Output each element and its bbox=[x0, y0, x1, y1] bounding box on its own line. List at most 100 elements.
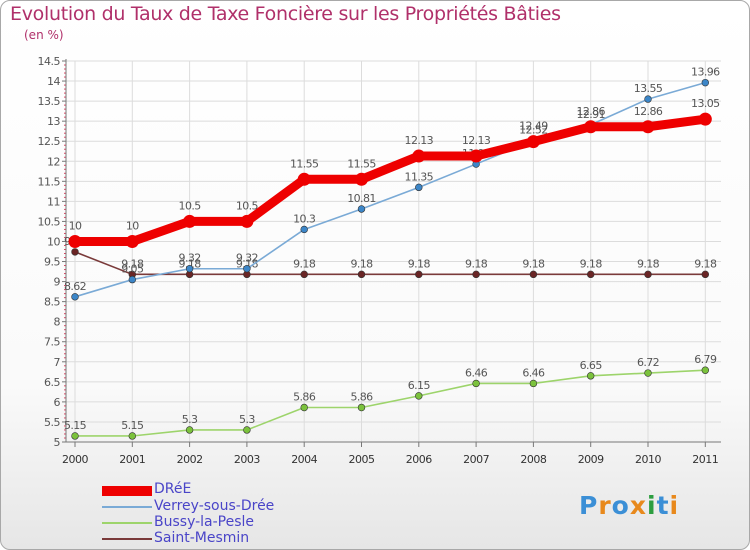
data-label: 9.18 bbox=[121, 257, 144, 270]
data-point bbox=[355, 172, 368, 186]
data-point bbox=[68, 234, 82, 248]
data-point bbox=[701, 78, 709, 87]
y-tick-label: 5 bbox=[54, 436, 61, 449]
data-point bbox=[128, 432, 137, 440]
chart-title: Evolution du Taux de Taxe Foncière sur l… bbox=[10, 3, 561, 25]
y-tick-label: 6 bbox=[54, 396, 61, 409]
data-label: 10 bbox=[126, 219, 139, 232]
data-point bbox=[586, 372, 595, 380]
data-label: 6.46 bbox=[465, 366, 488, 379]
data-label: 12.52 bbox=[519, 123, 548, 136]
data-label: 12.13 bbox=[405, 134, 434, 147]
y-tick-label: 6.5 bbox=[44, 376, 60, 389]
data-label: 13.55 bbox=[634, 82, 663, 95]
y-tick-label: 13 bbox=[47, 115, 60, 128]
data-point bbox=[644, 369, 652, 377]
data-label: 9.18 bbox=[408, 257, 431, 270]
data-label: 12.86 bbox=[576, 105, 605, 118]
y-tick-label: 9 bbox=[54, 276, 61, 289]
data-label: 10.3 bbox=[293, 212, 316, 225]
y-tick-label: 9.5 bbox=[44, 256, 60, 269]
data-point bbox=[71, 248, 79, 256]
data-label: 11.55 bbox=[347, 157, 376, 170]
data-point bbox=[472, 379, 480, 388]
data-label: 5.3 bbox=[239, 413, 255, 426]
data-label: 9.18 bbox=[350, 257, 373, 270]
y-tick-label: 11.5 bbox=[38, 175, 61, 188]
x-tick-label: 2005 bbox=[349, 453, 375, 466]
data-point bbox=[71, 432, 79, 440]
y-tick-label: 12 bbox=[47, 155, 60, 168]
data-point bbox=[586, 270, 595, 279]
x-tick-label: 2000 bbox=[62, 453, 88, 466]
series-line bbox=[74, 251, 706, 276]
x-tick-label: 2006 bbox=[406, 453, 432, 466]
legend-label-verrey: Verrey-sous-Drée bbox=[154, 498, 275, 514]
series-2: 8.629.059.329.3210.310.8111.3511.9312.52… bbox=[64, 66, 721, 301]
data-point bbox=[472, 270, 480, 279]
series-1: 9.749.189.189.189.189.189.189.189.189.18… bbox=[64, 235, 718, 279]
x-tick-label: 2001 bbox=[119, 453, 145, 466]
data-point bbox=[641, 120, 655, 134]
data-label: 9.18 bbox=[522, 257, 545, 270]
data-point bbox=[415, 183, 423, 192]
data-point bbox=[300, 225, 308, 234]
data-label: 5.15 bbox=[64, 419, 87, 432]
logo-letter: t bbox=[656, 491, 670, 520]
logo-letter: o bbox=[611, 491, 630, 520]
y-tick-label: 10 bbox=[47, 235, 60, 248]
logo-letter: r bbox=[598, 491, 612, 520]
x-tick-label: 2004 bbox=[291, 453, 317, 466]
legend-swatch-dree bbox=[102, 486, 152, 496]
series-0: 5.15 5.15 5.3 5.3 5.86 5.86 6.15 6.46 6.46 6.65 6.… bbox=[64, 353, 718, 440]
x-tick-label: 2010 bbox=[635, 453, 661, 466]
data-label: 9.32 bbox=[179, 252, 201, 265]
data-point bbox=[701, 366, 709, 374]
data-label: 9.18 bbox=[236, 257, 259, 270]
data-label: 5.86 bbox=[350, 391, 373, 404]
data-label: 10.5 bbox=[236, 199, 259, 212]
series-line bbox=[74, 81, 706, 298]
data-point bbox=[584, 120, 598, 134]
logo-letter: x bbox=[629, 491, 647, 520]
data-label: 6.65 bbox=[580, 359, 603, 372]
y-tick-label: 13.5 bbox=[38, 95, 61, 108]
series-group: 5.15 5.15 5.3 5.3 5.86 5.86 6.15 6.46 6.46 6.65 6.… bbox=[64, 66, 721, 440]
series-line bbox=[75, 369, 706, 437]
data-point bbox=[529, 270, 538, 279]
data-point bbox=[526, 135, 540, 149]
data-point bbox=[300, 270, 308, 279]
data-label: 6.79 bbox=[694, 353, 717, 366]
y-tick-label: 12.5 bbox=[38, 135, 61, 148]
data-point bbox=[300, 403, 308, 412]
legend-swatch-bussy bbox=[102, 522, 152, 524]
legend-label-saint-mesmin: Saint-Mesmin bbox=[154, 530, 250, 546]
data-label: 9.18 bbox=[465, 257, 488, 270]
y-tick-label: 7.5 bbox=[44, 336, 60, 349]
axes: 5 5.5 6 6.5 7 7.5 8 8.5 9 9.5 10 10.5 11 11.5 12 12.5 13… bbox=[38, 55, 721, 466]
data-label: 12.91 bbox=[576, 108, 605, 121]
data-point bbox=[469, 149, 483, 163]
data-point bbox=[357, 270, 366, 279]
logo-letter: i bbox=[669, 491, 680, 520]
data-label: 5.86 bbox=[293, 391, 316, 404]
data-point bbox=[125, 234, 139, 248]
data-point bbox=[240, 214, 254, 228]
data-label: 9.32 bbox=[236, 252, 258, 265]
data-point bbox=[357, 403, 366, 412]
proxiti-logo: Proxiti bbox=[579, 491, 679, 520]
data-label: 11.35 bbox=[405, 170, 434, 183]
data-point bbox=[243, 265, 251, 273]
y-tick-label: 8.5 bbox=[44, 296, 60, 309]
data-label: 12.49 bbox=[519, 120, 548, 133]
data-point bbox=[698, 112, 712, 126]
legend-label-bussy: Bussy-la-Pesle bbox=[154, 514, 255, 530]
data-point bbox=[357, 205, 366, 213]
data-label: 8.62 bbox=[64, 280, 86, 293]
line-chart: 5 5.5 6 6.5 7 7.5 8 8.5 9 9.5 10 10.5 11 11.5 12 12.5 13… bbox=[38, 55, 721, 466]
data-label: 5.3 bbox=[182, 413, 198, 426]
x-tick-label: 2009 bbox=[578, 453, 604, 466]
data-label: 13.96 bbox=[691, 66, 720, 79]
data-point bbox=[183, 214, 197, 228]
data-label: 6.46 bbox=[522, 366, 545, 379]
